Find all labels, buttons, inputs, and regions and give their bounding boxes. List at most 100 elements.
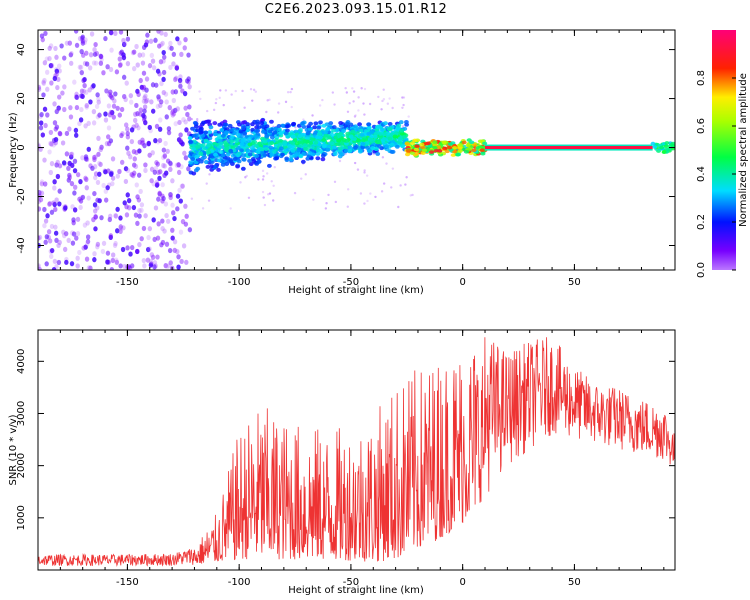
spectrogram-cell	[108, 66, 114, 73]
spectrogram-cell	[52, 120, 58, 126]
spectrogram-cell	[64, 130, 70, 137]
spectrogram-cell	[285, 128, 290, 133]
spectrogram-cell	[55, 159, 60, 165]
spectrogram-cell	[238, 129, 244, 134]
spectrogram-cell	[145, 257, 151, 263]
spectrogram-cell	[253, 143, 259, 148]
spectrogram-cell	[124, 204, 129, 210]
spectrogram-cell	[154, 82, 159, 88]
spectrogram-cell	[187, 136, 193, 141]
spectrogram-cell	[117, 56, 122, 62]
spectrogram-cell	[215, 98, 218, 101]
spectrogram-cell	[320, 153, 326, 158]
spectrogram-cell	[108, 234, 113, 240]
spectrogram-cell	[173, 121, 178, 127]
spectrogram-cell	[125, 192, 130, 198]
spectrogram-cell	[156, 196, 161, 202]
spectrogram-cell	[280, 152, 285, 157]
spectrogram-cell	[266, 193, 270, 196]
spectrogram-cell	[652, 145, 658, 149]
spectrogram-cell	[42, 206, 47, 213]
spectrogram-cell	[323, 130, 329, 135]
spectrogram-cell	[191, 147, 196, 152]
spectrogram-cell	[263, 147, 269, 152]
spectrogram-cell	[38, 266, 42, 270]
spectrogram-cell	[125, 126, 130, 132]
spectrogram-cell	[123, 178, 129, 185]
spectrogram-cell	[346, 205, 349, 208]
spectrogram-cell	[136, 91, 141, 98]
spectrogram-cell	[163, 91, 169, 97]
spectrogram-cell	[352, 136, 357, 141]
spectrogram-cell	[66, 237, 71, 244]
spectrogram-cell	[203, 160, 209, 165]
spectrogram-cell	[240, 166, 246, 171]
spectrogram-cell	[80, 34, 85, 40]
spectrogram-cell	[78, 204, 83, 211]
spectrogram-cell	[56, 105, 61, 111]
spectrogram-cell	[385, 162, 388, 165]
spectrogram-cell	[54, 54, 59, 60]
spectrogram-cell	[103, 197, 109, 203]
spectrogram-cell	[447, 145, 453, 150]
spectrogram-cell	[257, 178, 260, 181]
spectrogram-cell	[316, 125, 322, 130]
colorbar-tick-label: 0.6	[696, 118, 707, 134]
spectrogram-cell	[152, 264, 157, 270]
spectrogram-cell	[147, 152, 152, 158]
spectrogram-cell	[56, 259, 62, 266]
spectrogram-cell	[149, 252, 155, 258]
spectrogram-cell	[205, 143, 211, 148]
snr-y-tick-label: 4000	[16, 349, 27, 374]
spectrogram-cell	[332, 152, 338, 157]
spectrogram-cell	[121, 37, 126, 44]
spectrogram-cell	[320, 157, 326, 162]
spectrogram-cell	[294, 141, 300, 146]
spectrogram-cell	[67, 160, 72, 166]
spectrogram-cell	[162, 172, 167, 178]
spectrogram-cell	[650, 141, 656, 146]
spectrogram-cell	[336, 138, 341, 143]
spectrogram-cell	[151, 217, 156, 223]
spectrogram-cell	[313, 130, 319, 135]
spectrogram-cell	[68, 60, 74, 66]
spectrogram-cell	[313, 140, 319, 145]
spectrogram-cell	[290, 122, 296, 127]
spectrogram-cell	[38, 142, 41, 148]
spectrogram-cell	[103, 35, 108, 42]
spectrogram-cell	[86, 195, 91, 201]
spectrogram-cell	[294, 126, 297, 129]
spectrogram-cell	[49, 253, 54, 259]
spectrogram-cell	[192, 120, 198, 125]
spectrogram-cell	[247, 158, 252, 163]
spectrogram-cell	[321, 98, 324, 102]
spectrogram-cell	[92, 202, 98, 208]
spectrogram-cell	[405, 176, 408, 179]
spectrogram-cell	[138, 188, 143, 195]
spectrogram-cell	[152, 169, 158, 175]
spectrogram-cell	[74, 235, 79, 241]
spectrogram-cell	[188, 160, 194, 165]
spectrogram-cell	[480, 151, 486, 156]
spectrogram-cell	[447, 142, 454, 146]
spectrogram-cell	[442, 146, 448, 151]
spectrogram-cell	[80, 155, 85, 161]
spectrogram-cell	[45, 69, 50, 75]
spectrogram-cell	[162, 153, 167, 160]
spectrogram-cell	[315, 135, 321, 140]
spectrogram-cell	[107, 216, 113, 223]
spectrogram-cell	[300, 177, 303, 180]
spectrogram-cell	[289, 90, 292, 94]
spectrogram-cell	[240, 125, 246, 130]
spectrogram-cell	[268, 98, 271, 102]
spectrogram-cell	[178, 132, 183, 138]
spectrogram-cell	[397, 136, 403, 141]
spectrogram-cell	[268, 145, 274, 150]
spectrogram-cell	[68, 151, 74, 158]
spectrogram-cell	[366, 199, 369, 203]
spectrogram-cell	[250, 127, 256, 132]
spectrogram-cell	[155, 68, 161, 74]
spectrogram-cell	[382, 88, 385, 91]
spectrogram-cell	[81, 88, 87, 94]
spectrogram-cell	[109, 110, 115, 116]
